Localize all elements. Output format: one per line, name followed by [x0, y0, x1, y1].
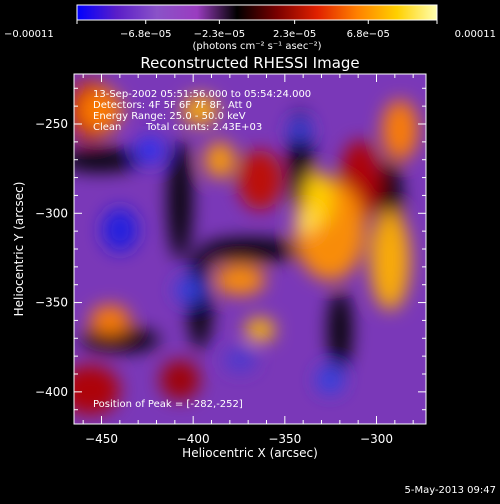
chart-title: Reconstructed RHESSI Image	[140, 54, 359, 72]
colorbar-ticks: −0.00011 −6.8e−05 −2.3e−05 2.3e−05 6.8e−05 0.…	[4, 20, 496, 40]
peak-position: Position of Peak = [-282,-252]	[93, 399, 243, 410]
total-counts: Total counts: 2.43E+03	[145, 122, 262, 133]
colorbar-tick-label: −2.3e−05	[194, 29, 246, 40]
colorbar-units: (photons cm⁻² s⁻¹ asec⁻²)	[192, 41, 321, 52]
y-axis-ticks: −400 −350 −300 −250	[35, 87, 426, 411]
date-stamp: 5-May-2013 09:47	[404, 485, 496, 496]
colorbar-tick-label: 0.00011	[455, 29, 496, 40]
energy-range: Energy Range: 25.0 - 50.0 keV	[93, 111, 246, 122]
colorbar-tick-label: 2.3e−05	[273, 29, 316, 40]
time-range: 13-Sep-2002 05:51:56.000 to 05:54:24.000	[93, 89, 311, 100]
x-axis-label: Heliocentric X (arcsec)	[182, 446, 318, 460]
clean-label: Clean	[93, 122, 121, 133]
colorbar-tick-label: 6.8e−05	[347, 29, 390, 40]
x-axis-ticks: −450 −400 −350 −300	[82, 74, 414, 446]
heatmap-image	[74, 74, 426, 424]
x-tick-label: −350	[268, 432, 301, 446]
y-tick-label: −350	[35, 296, 68, 310]
x-tick-label: −400	[177, 432, 210, 446]
colorbar	[76, 4, 438, 21]
x-tick-label: −300	[360, 432, 393, 446]
x-tick-label: −450	[85, 432, 118, 446]
colorbar-tick-label: −6.8e−05	[120, 29, 172, 40]
colorbar-tick-label: −0.00011	[4, 29, 54, 40]
y-tick-label: −300	[35, 206, 68, 220]
y-tick-label: −400	[35, 385, 68, 399]
y-axis-label: Heliocentric Y (arcsec)	[12, 182, 26, 317]
detectors-text: Detectors: 4F 5F 6F 7F 8F, Att 0	[93, 100, 252, 111]
y-tick-label: −250	[35, 117, 68, 131]
